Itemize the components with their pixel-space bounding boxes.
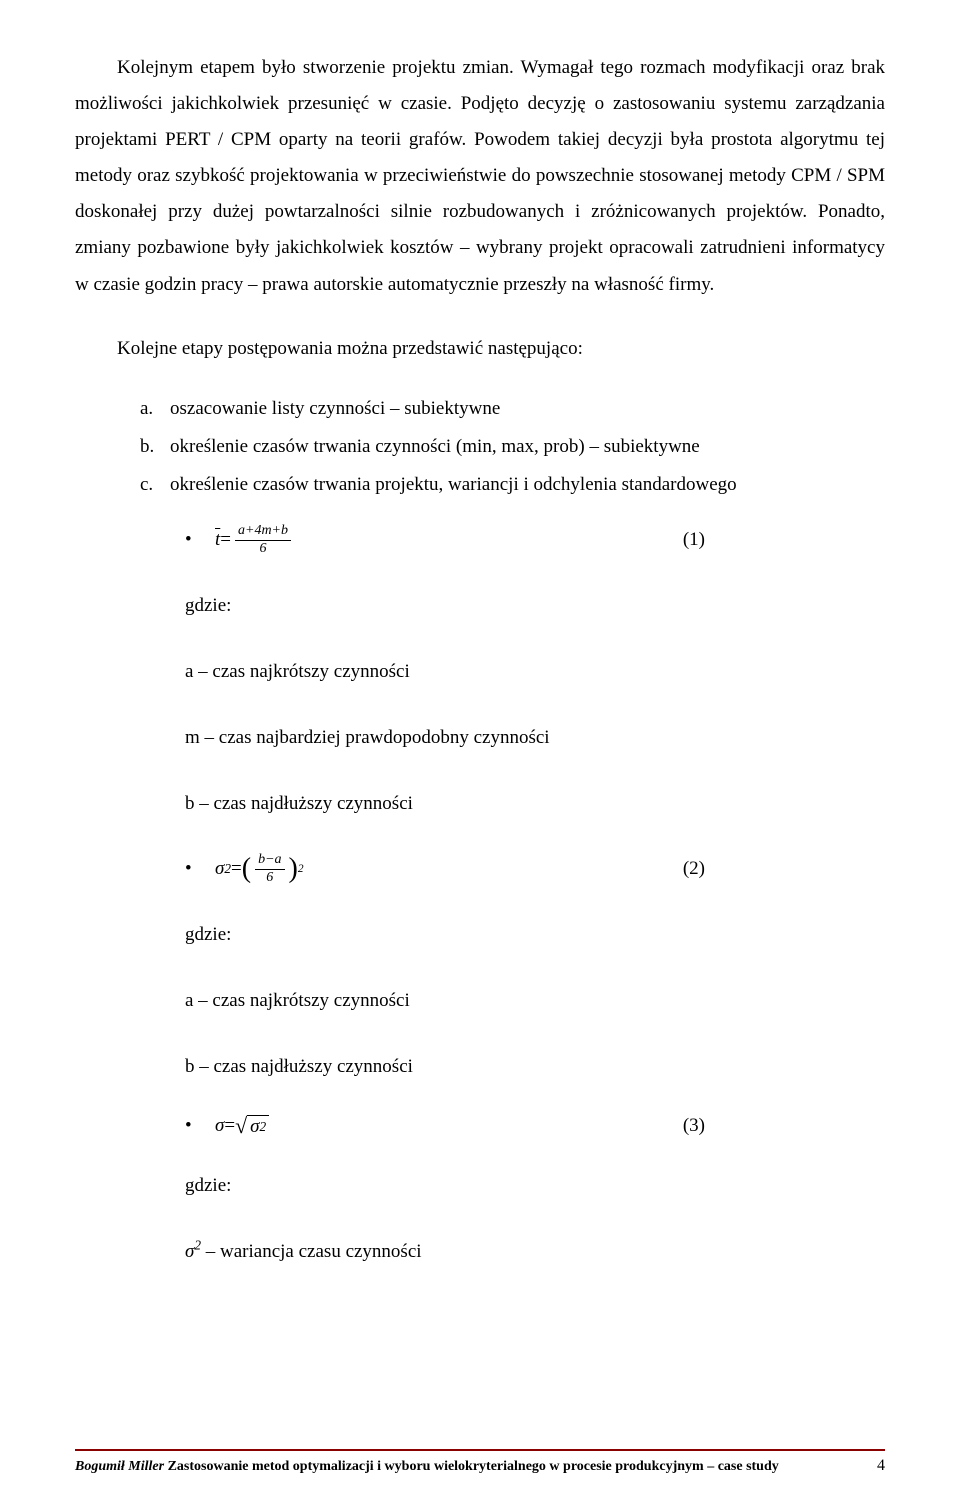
sigma-symbol: σ [185,1241,194,1262]
formula-2-section: • σ2 = ( b−a 6 )2 (2) [185,852,885,887]
equation-number: (3) [683,1115,885,1137]
footer-title: Zastosowanie metod optymalizacji i wybor… [168,1459,779,1474]
footer-left: Bogumił Miller Zastosowanie metod optyma… [75,1459,779,1475]
sqrt: √ σ2 [235,1115,269,1138]
open-paren: ( [242,855,251,883]
equation-number: (1) [683,529,885,551]
gdzie-label: gdzie: [185,1168,885,1204]
formula-1-section: • t = a+4m+b 6 (1) [185,523,885,558]
page-footer: Bogumił Miller Zastosowanie metod optyma… [75,1449,885,1475]
list-item-a: a. oszacowanie listy czynności – subiekt… [140,391,885,427]
formula-3: • σ = √ σ2 (3) [185,1115,885,1138]
equals: = [220,529,231,551]
formula-1: • t = a+4m+b 6 (1) [185,523,885,558]
fraction-denominator: 6 [263,870,276,887]
gdzie-label: gdzie: [185,588,885,624]
close-paren: ) [289,855,298,883]
list-item-b: b. określenie czasów trwania czynności (… [140,429,885,465]
formula-3-section: • σ = √ σ2 (3) [185,1115,885,1138]
list-item-c: c. określenie czasów trwania projektu, w… [140,467,885,503]
def-a: a – czas najkrótszy czynności [185,983,885,1019]
sigma: σ [215,858,224,880]
footer-author: Bogumił Miller [75,1459,168,1474]
list-marker: c. [140,467,170,503]
list-text: określenie czasów trwania czynności (min… [170,429,885,465]
sqrt-symbol: √ [235,1115,247,1138]
ordered-list: a. oszacowanie listy czynności – subiekt… [140,391,885,503]
bullet-icon: • [185,1115,215,1137]
list-text: oszacowanie listy czynności – subiektywn… [170,391,885,427]
formula-2: • σ2 = ( b−a 6 )2 (2) [185,852,885,887]
list-text: określenie czasów trwania projektu, wari… [170,467,885,503]
equals: = [231,858,242,880]
page-number: 4 [877,1457,885,1475]
formula-math: t = a+4m+b 6 [215,523,295,558]
fraction: b−a 6 [255,852,284,887]
intro-line: Kolejne etapy postępowania można przedst… [75,331,885,367]
sigma: σ [215,1115,224,1137]
fraction-numerator: a+4m+b [235,523,291,541]
fraction-numerator: b−a [255,852,284,870]
sigma2-text: – wariancja czasu czynności [201,1241,422,1262]
list-marker: b. [140,429,170,465]
sqrt-body: σ2 [247,1115,269,1138]
formula-math: σ = √ σ2 [215,1115,269,1138]
def-m: m – czas najbardziej prawdopodobny czynn… [185,720,885,756]
fraction-denominator: 6 [257,541,270,558]
footer-divider [75,1449,885,1451]
def-sigma2: σ2 – wariancja czasu czynności [185,1234,885,1270]
def-b: b – czas najdłuższy czynności [185,786,885,822]
formula-math: σ2 = ( b−a 6 )2 [215,852,304,887]
equals: = [224,1115,235,1137]
equation-number: (2) [683,858,885,880]
fraction: a+4m+b 6 [235,523,291,558]
sigma: σ [250,1116,259,1138]
bullet-icon: • [185,529,215,551]
list-marker: a. [140,391,170,427]
def-a: a – czas najkrótszy czynności [185,654,885,690]
def-b: b – czas najdłuższy czynności [185,1049,885,1085]
footer-text-row: Bogumił Miller Zastosowanie metod optyma… [75,1457,885,1475]
main-paragraph: Kolejnym etapem było stworzenie projektu… [75,50,885,303]
bullet-icon: • [185,858,215,880]
gdzie-label: gdzie: [185,917,885,953]
